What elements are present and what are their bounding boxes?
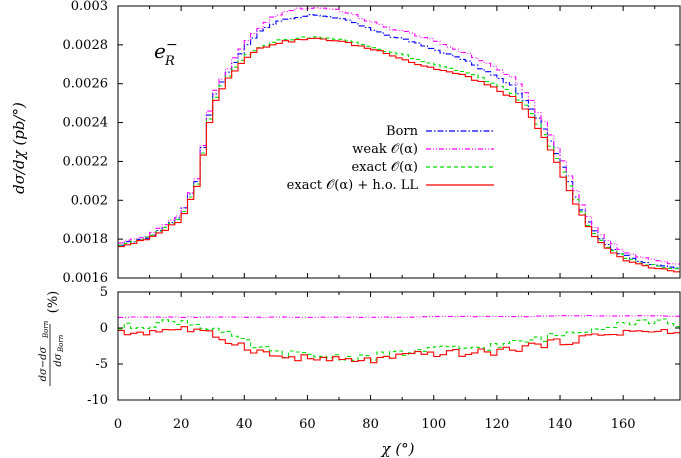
ratio-plot-frame [117, 291, 681, 401]
x-tick-label: 100 [421, 417, 446, 432]
y-tick-label: 0.0028 [63, 38, 109, 53]
legend-label: exact 𝒪(α) [351, 160, 418, 175]
svg-text:Born: Born [57, 334, 65, 353]
x-tick-label: 0 [114, 417, 122, 432]
y-tick-label: 0.0022 [63, 154, 109, 169]
ratio-panel: 0 20 40 60 80 100 120 140 160 -10 -5 0 5 dσ−dσ Born … [38, 285, 681, 458]
y-tick-label: 0.0018 [63, 232, 109, 247]
y-tick-label: 0.0026 [63, 77, 109, 92]
series-line-exact-o- [118, 318, 680, 361]
main-series-group [118, 7, 680, 273]
series-line-exact-o-h-o-ll [118, 37, 680, 273]
legend-label: Born [386, 124, 419, 139]
main-plot-frame [117, 5, 681, 279]
y-tick-label: 0.0024 [63, 116, 109, 131]
main-tick-labels: 0.0016 0.0018 0.002 0.0022 0.0024 0.0026 0.002… [63, 0, 109, 286]
beam-annotation: e R − [154, 37, 178, 69]
legend-label: exact 𝒪(α) + h.o. LL [287, 178, 419, 193]
ratio-tick-labels: 0 20 40 60 80 100 120 140 160 -10 -5 0 5 [87, 285, 636, 432]
svg-text:Born: Born [42, 320, 50, 339]
y-tick-label: 0.002 [71, 193, 108, 208]
series-line-weak-o- [118, 315, 680, 318]
series-line-exact-o-h-o-ll [118, 326, 680, 364]
y-tick-label: -5 [95, 357, 108, 372]
y-tick-label: 0.0016 [63, 271, 109, 286]
svg-text:(%): (%) [46, 291, 61, 314]
ratio-y-axis-title: dσ−dσ Born dσ Born (%) [38, 291, 65, 386]
x-tick-label: 60 [299, 417, 316, 432]
main-panel: 0.0016 0.0018 0.002 0.0022 0.0024 0.0026 0.002… [10, 0, 681, 286]
y-tick-label: 0 [100, 321, 108, 336]
svg-text:dσ: dσ [53, 352, 64, 366]
x-tick-label: 40 [236, 417, 253, 432]
svg-text:e: e [154, 39, 166, 63]
x-tick-label: 140 [548, 417, 573, 432]
y-tick-label: -10 [87, 393, 108, 408]
svg-text:dσ−dσ: dσ−dσ [38, 345, 49, 381]
main-y-axis-title: dσ/dχ (pb/°) [10, 102, 28, 194]
legend: Born weak 𝒪(α) exact 𝒪(α) exact 𝒪(α) + h.o.… [287, 124, 494, 193]
svg-text:−: − [166, 37, 178, 53]
ratio-series-group [118, 315, 680, 364]
y-tick-label: 0.003 [71, 0, 108, 14]
x-tick-label: 20 [173, 417, 190, 432]
y-tick-label: 5 [100, 285, 108, 300]
ratio-ticks [117, 291, 680, 401]
x-tick-label: 160 [611, 417, 636, 432]
legend-label: weak 𝒪(α) [352, 142, 418, 157]
main-ticks [117, 5, 680, 279]
x-axis-title: χ (°) [380, 440, 414, 458]
x-tick-label: 80 [362, 417, 379, 432]
svg-text:R: R [164, 54, 175, 69]
x-tick-label: 120 [484, 417, 509, 432]
